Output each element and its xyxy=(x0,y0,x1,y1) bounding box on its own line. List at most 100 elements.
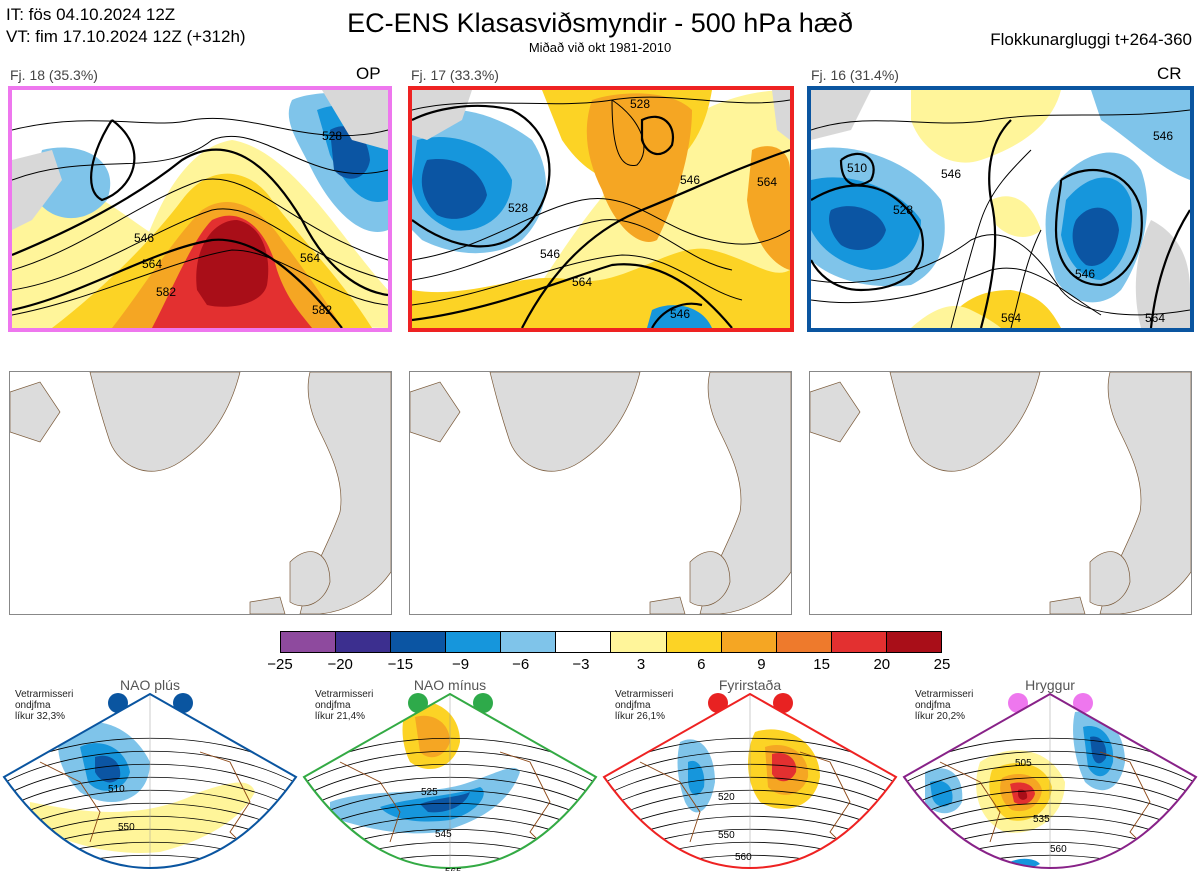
regime-contour-label: 565 xyxy=(445,867,462,871)
regime-note-line: Vetrarmisseri xyxy=(615,689,674,700)
regime-note-line: ondjfma xyxy=(615,700,651,711)
panel-3-label: Fj. 16 (31.4%) xyxy=(811,67,899,83)
colorbar-tick-label: 6 xyxy=(697,656,706,673)
panel-2-contour-label: 528 xyxy=(508,201,528,215)
regime-note-line: Vetrarmisseri xyxy=(315,689,374,700)
header-info: IT: fös 04.10.2024 12Z VT: fim 17.10.202… xyxy=(6,4,246,48)
classification-window: Flokkunargluggi t+264-360 xyxy=(990,30,1192,49)
colorbar-tick-label: −15 xyxy=(387,656,414,673)
colorbar-swatch xyxy=(885,632,941,652)
panel-1-label: Fj. 18 (35.3%) xyxy=(10,67,98,83)
panel-3-contour-label: 564 xyxy=(1001,311,1021,325)
colorbar-swatch xyxy=(775,632,831,652)
empty-map-2 xyxy=(409,371,792,615)
regime-sector-map: 520 550 560 xyxy=(600,692,900,871)
regime-contour-label: 550 xyxy=(118,822,135,833)
regime-title: NAO plús xyxy=(120,677,180,693)
panel-3-contour-label: 528 xyxy=(893,203,913,217)
regime-note: Vetrarmisseri ondjfma líkur 32,3% xyxy=(15,689,73,722)
colorbar-tick-label: 25 xyxy=(933,656,951,673)
regime-sector-map: 525 545 565 xyxy=(300,692,600,871)
regime-note-line: líkur 21,4% xyxy=(315,711,366,722)
regime-note-line: Vetrarmisseri xyxy=(15,689,74,700)
panel-2-contour-label: 528 xyxy=(630,97,650,111)
panel-2-contour-label: 564 xyxy=(572,275,592,289)
panel-3-contour-label: 546 xyxy=(941,167,961,181)
regime-marker-dot xyxy=(1073,693,1093,713)
panel-3-contour-label: 564 xyxy=(1145,311,1165,325)
regime-marker-dot xyxy=(108,693,128,713)
colorbar-swatch xyxy=(610,632,666,652)
init-time: IT: fös 04.10.2024 12Z xyxy=(6,5,176,24)
empty-map-1 xyxy=(9,371,392,615)
regime-sector-map: 505 535 560 xyxy=(900,692,1200,871)
panel-1-contour-label: 564 xyxy=(300,251,320,265)
regime-contour-label: 520 xyxy=(718,792,735,803)
land-outline-1 xyxy=(10,372,391,614)
colorbar xyxy=(280,631,942,653)
regime-marker-dot xyxy=(708,693,728,713)
colorbar-tick-label: −9 xyxy=(451,656,470,673)
page-title: EC-ENS Klasasviðsmyndir - 500 hPa hæð xyxy=(347,8,853,38)
regime-contour-label: 560 xyxy=(1050,844,1067,855)
regime-contour-label: 545 xyxy=(435,829,452,840)
regime-note-line: Vetrarmisseri xyxy=(915,689,974,700)
panel-1-tag: OP xyxy=(356,64,381,83)
regime-marker-dot xyxy=(408,693,428,713)
regime-marker-dot xyxy=(773,693,793,713)
panel-1-contour-label: 582 xyxy=(156,285,176,299)
colorbar-tick-label: −6 xyxy=(512,656,530,673)
cluster-map-3: 510 528 546 546 564 546 564 xyxy=(807,86,1194,332)
panel-1-contour-label: 528 xyxy=(322,129,342,143)
regime-marker-dot xyxy=(1008,693,1028,713)
colorbar-tick-label: −3 xyxy=(572,656,590,673)
regime-note-line: ondjfma xyxy=(315,700,351,711)
regime-contour-label: 550 xyxy=(718,830,735,841)
regime-note-line: líkur 26,1% xyxy=(615,711,666,722)
colorbar-swatch xyxy=(500,632,556,652)
colorbar-tick-label: 3 xyxy=(636,656,646,673)
colorbar-ticks: −25 −20 −15 −9 −6 −3 3 6 9 15 20 25 xyxy=(0,656,1200,676)
regime-note-line: líkur 20,2% xyxy=(915,711,966,722)
regime-note-line: ondjfma xyxy=(15,700,51,711)
colorbar-swatch xyxy=(445,632,501,652)
land-outline-2 xyxy=(410,372,791,614)
regime-title: NAO mínus xyxy=(413,677,487,693)
colorbar-swatch xyxy=(665,632,721,652)
colorbar-tick-label: 15 xyxy=(813,656,830,673)
land-outline-3 xyxy=(810,372,1191,614)
regime-contour-label: 560 xyxy=(735,852,752,863)
panel-1-contour-label: 546 xyxy=(134,231,154,245)
regime-note-line: líkur 32,3% xyxy=(15,711,66,722)
panel-2-contour-label: 546 xyxy=(670,307,690,321)
panel-3-tag: CR xyxy=(1157,64,1182,83)
colorbar-tick-label: 9 xyxy=(757,656,766,673)
regime-contour-label: 505 xyxy=(1015,758,1032,769)
regime-marker-dot xyxy=(173,693,193,713)
panel-3-contour-label: 510 xyxy=(847,161,867,175)
regime-marker-dot xyxy=(473,693,493,713)
cluster-map-1: 546 564 582 564 582 528 xyxy=(8,86,392,332)
panel-1-contour-label: 582 xyxy=(312,303,332,317)
regime-contour-label: 525 xyxy=(421,787,438,798)
colorbar-swatch xyxy=(555,632,611,652)
regime-note: Vetrarmisseri ondjfma líkur 21,4% xyxy=(315,689,373,722)
valid-time: VT: fim 17.10.2024 12Z (+312h) xyxy=(6,27,246,46)
panel-2-contour-label: 564 xyxy=(757,175,777,189)
colorbar-swatch xyxy=(335,632,391,652)
regime-title: Fyrirstaða xyxy=(718,677,782,693)
colorbar-swatch xyxy=(281,632,336,652)
panel-3-contour-label: 546 xyxy=(1075,267,1095,281)
regime-note-line: ondjfma xyxy=(915,700,951,711)
colorbar-tick-label: −20 xyxy=(327,656,353,673)
colorbar-swatch xyxy=(830,632,886,652)
panel-2-contour-label: 546 xyxy=(540,247,560,261)
cluster-map-3-field: 510 528 546 546 564 546 564 xyxy=(811,90,1190,328)
panel-3-contour-label: 546 xyxy=(1153,129,1173,143)
regime-title: Hryggur xyxy=(1025,677,1075,693)
cluster-map-2-field: 528 546 564 546 564 528 546 xyxy=(412,90,790,328)
colorbar-tick-label: −25 xyxy=(267,656,293,673)
cluster-map-1-field: 546 564 582 564 582 528 xyxy=(12,90,388,328)
panel-2-contour-label: 546 xyxy=(680,173,700,187)
regime-note: Vetrarmisseri ondjfma líkur 26,1% xyxy=(615,689,673,722)
